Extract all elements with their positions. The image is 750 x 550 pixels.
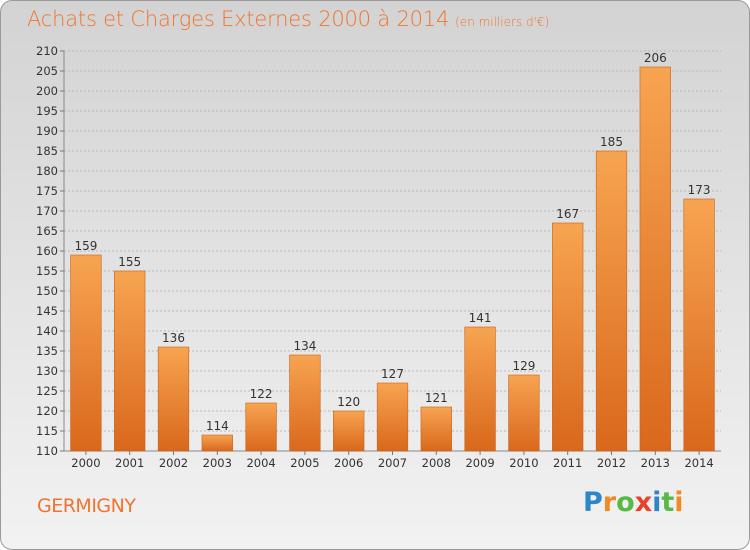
data-label: 114 (206, 419, 229, 433)
bar (508, 374, 540, 452)
chart-title: Achats et Charges Externes 2000 à 2014 (e… (27, 7, 549, 31)
logo-letter: i (674, 487, 684, 518)
y-tick-label: 190 (36, 124, 58, 138)
y-tick-label: 120 (36, 404, 58, 418)
y-tick-label: 195 (36, 104, 58, 118)
bar (70, 254, 102, 452)
y-tick-label: 150 (36, 284, 58, 298)
y-tick-label: 135 (36, 344, 58, 358)
data-label: 167 (556, 207, 579, 221)
data-label: 134 (293, 339, 316, 353)
data-label: 206 (644, 51, 667, 65)
bar (201, 434, 233, 452)
y-tick-label: 165 (36, 224, 58, 238)
bar (157, 346, 190, 452)
x-tick-label: 2004 (246, 456, 275, 470)
y-tick-label: 210 (36, 44, 58, 58)
data-label: 129 (512, 359, 535, 373)
y-tick-label: 200 (36, 84, 58, 98)
logo-letter: x (634, 487, 653, 518)
data-label: 155 (118, 255, 141, 269)
data-label: 136 (162, 331, 185, 345)
bar (683, 198, 715, 452)
chart-subtitle: (en milliers d'€) (455, 15, 550, 29)
x-tick-label: 2010 (509, 456, 538, 470)
x-tick-label: 2012 (597, 456, 626, 470)
bar (552, 222, 584, 452)
x-tick-label: 2014 (684, 456, 713, 470)
y-tick-label: 180 (36, 164, 58, 178)
bar (245, 402, 277, 452)
bar (333, 410, 365, 452)
bar (639, 66, 671, 452)
y-tick-label: 145 (36, 304, 58, 318)
bar (289, 354, 321, 452)
logo-letter: o (616, 487, 635, 518)
x-tick-label: 2008 (422, 456, 451, 470)
x-tick-label: 2002 (159, 456, 188, 470)
y-tick-label: 155 (36, 264, 58, 278)
data-label: 159 (74, 239, 97, 253)
x-tick-label: 2007 (378, 456, 407, 470)
data-label: 121 (425, 391, 448, 405)
bar (420, 406, 452, 452)
y-tick-label: 160 (36, 244, 58, 258)
y-tick-label: 110 (36, 444, 58, 458)
data-label: 127 (381, 367, 404, 381)
logo-letter: r (602, 487, 617, 518)
y-tick-label: 205 (36, 64, 58, 78)
logo-letter: P (583, 487, 603, 518)
y-tick-label: 170 (36, 204, 58, 218)
data-label: 122 (250, 387, 273, 401)
x-tick-label: 2003 (203, 456, 232, 470)
data-label: 185 (600, 135, 623, 149)
logo-letter: i (652, 487, 662, 518)
data-label: 173 (688, 183, 711, 197)
x-tick-label: 2005 (290, 456, 319, 470)
data-label: 141 (469, 311, 492, 325)
x-tick-label: 2011 (553, 456, 582, 470)
proxiti-logo: Proxiti (583, 487, 684, 518)
bar (595, 150, 628, 452)
bar (464, 326, 496, 452)
chart-title-text: Achats et Charges Externes 2000 à 2014 (27, 7, 450, 31)
y-axis: 110 115 120 125 130 135 140 145 150 155 160 165 170 1… (36, 44, 721, 458)
y-tick-label: 125 (36, 384, 58, 398)
x-tick-label: 2009 (465, 456, 494, 470)
x-tick-label: 2001 (115, 456, 144, 470)
y-tick-label: 185 (36, 144, 58, 158)
commune-name: GERMIGNY (37, 495, 136, 517)
y-tick-label: 140 (36, 324, 58, 338)
bar (376, 382, 409, 452)
y-tick-label: 175 (36, 184, 58, 198)
x-axis-labels: 2000 2001 2002 2003 2004 2005 2006 2007 2008 2009… (71, 451, 714, 470)
x-tick-label: 2013 (641, 456, 670, 470)
bars (70, 66, 715, 452)
data-label: 120 (337, 395, 360, 409)
y-tick-label: 115 (36, 424, 58, 438)
x-tick-label: 2006 (334, 456, 363, 470)
data-labels: 159 155 136 114 122 134 120 127 121 141 129 167 185 2… (74, 51, 710, 433)
y-tick-label: 130 (36, 364, 58, 378)
x-tick-label: 2000 (71, 456, 100, 470)
bar (114, 270, 146, 452)
logo-letter: t (661, 487, 675, 518)
